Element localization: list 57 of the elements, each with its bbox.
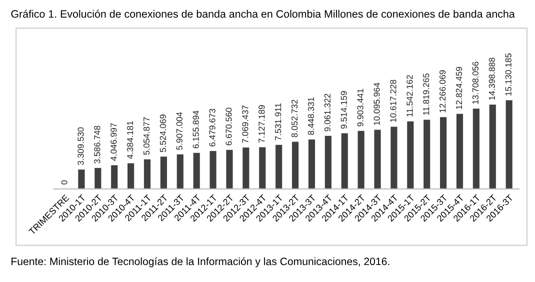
bar bbox=[341, 133, 348, 189]
bar bbox=[308, 139, 316, 189]
bar bbox=[324, 136, 332, 189]
bar bbox=[489, 104, 496, 189]
data-label: 5.524.069 bbox=[160, 114, 166, 152]
data-label: 5.907.004 bbox=[176, 112, 182, 150]
bar bbox=[456, 114, 464, 189]
bar bbox=[424, 120, 430, 189]
data-label: 11.542.162 bbox=[406, 75, 413, 117]
data-label: 15.130.185 bbox=[505, 53, 512, 96]
data-label: 6.155.894 bbox=[192, 110, 199, 148]
bar bbox=[78, 170, 85, 189]
data-label: 13.708.056 bbox=[472, 62, 478, 104]
bar bbox=[259, 147, 266, 189]
bar bbox=[374, 130, 381, 189]
data-label: 11.819.265 bbox=[423, 73, 430, 115]
bar bbox=[193, 152, 200, 189]
bar bbox=[276, 144, 282, 189]
bar bbox=[128, 163, 134, 189]
data-label: 12.824.459 bbox=[456, 66, 462, 109]
bar bbox=[440, 117, 447, 189]
chart-title: Gráfico 1. Evolución de conexiones de banda ancha en Colombia Millones de conexiones de banda ancha bbox=[11, 10, 515, 18]
bar bbox=[506, 100, 512, 189]
bar bbox=[242, 148, 250, 189]
bar bbox=[111, 165, 118, 189]
data-label: 6.670.560 bbox=[226, 108, 232, 146]
data-label: 10.095.964 bbox=[374, 82, 380, 125]
data-label: 9.514.159 bbox=[340, 91, 347, 129]
data-label: 3.309.530 bbox=[78, 127, 84, 166]
bar bbox=[292, 142, 299, 189]
data-label: 6.479.673 bbox=[209, 108, 216, 146]
bar bbox=[358, 130, 364, 189]
data-label: 10.617.228 bbox=[390, 80, 396, 122]
bar bbox=[407, 121, 414, 189]
bar bbox=[94, 168, 102, 189]
bar bbox=[472, 108, 480, 189]
bar bbox=[176, 154, 184, 189]
data-label: 9.903.441 bbox=[357, 88, 364, 126]
data-label: 8.448.331 bbox=[308, 97, 314, 135]
bar bbox=[144, 159, 151, 189]
data-label: 8.052.732 bbox=[291, 100, 298, 138]
data-label: 7.531.911 bbox=[275, 103, 282, 140]
bar bbox=[160, 156, 167, 189]
bar bbox=[390, 126, 398, 189]
data-label: 3.586.748 bbox=[94, 126, 100, 164]
data-label: 4.384.181 bbox=[127, 121, 134, 159]
source-note: Fuente: Ministerio de Tecnologías de la Información y las Comunicaciones, 2016. bbox=[12, 257, 390, 268]
data-label: 4.046.997 bbox=[110, 123, 117, 161]
data-label: 7.069.437 bbox=[242, 105, 248, 143]
data-label: 5.054.877 bbox=[143, 117, 150, 155]
data-label: 9.061.322 bbox=[324, 94, 330, 132]
data-label: 14.398.888 bbox=[488, 58, 495, 100]
bar bbox=[210, 150, 216, 189]
data-label: 12.266.069 bbox=[440, 70, 446, 112]
data-label: 0 bbox=[61, 180, 68, 184]
data-label: 7.127.189 bbox=[258, 105, 265, 143]
bar bbox=[226, 150, 233, 189]
